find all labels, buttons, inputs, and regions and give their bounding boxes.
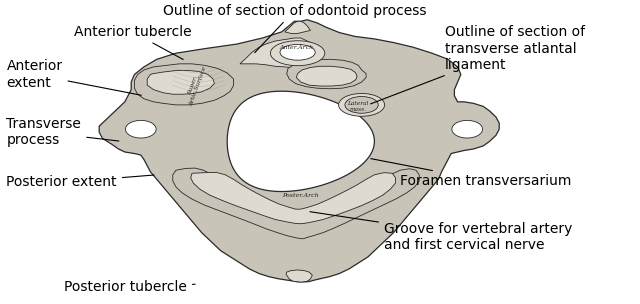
- Text: Foramen transversarium: Foramen transversarium: [371, 159, 572, 188]
- Text: Outline of section of
transverse atlantal
ligament: Outline of section of transverse atlanta…: [371, 26, 585, 104]
- Polygon shape: [191, 172, 396, 224]
- Text: Super.
Artic.Surface: Super. Artic.Surface: [183, 64, 207, 107]
- Text: Posterior tubercle: Posterior tubercle: [64, 280, 195, 294]
- Ellipse shape: [125, 120, 156, 138]
- Text: Anterior
extent: Anterior extent: [6, 59, 141, 95]
- Polygon shape: [296, 66, 357, 86]
- Ellipse shape: [452, 120, 483, 138]
- Text: Transverse
process: Transverse process: [6, 117, 119, 147]
- Polygon shape: [285, 21, 310, 33]
- Polygon shape: [99, 20, 499, 282]
- Ellipse shape: [280, 44, 316, 60]
- Text: Anterior tubercle: Anterior tubercle: [74, 25, 191, 60]
- Polygon shape: [286, 270, 312, 282]
- Text: Poster.Arch: Poster.Arch: [282, 193, 319, 198]
- Text: Anter.Arch: Anter.Arch: [279, 45, 314, 50]
- Text: Groove for vertebral artery
and first cervical nerve: Groove for vertebral artery and first ce…: [310, 212, 572, 252]
- Ellipse shape: [339, 94, 385, 116]
- Polygon shape: [287, 59, 366, 89]
- Polygon shape: [173, 168, 419, 239]
- Polygon shape: [227, 91, 374, 192]
- Ellipse shape: [345, 97, 378, 113]
- Text: Posterior extent: Posterior extent: [6, 175, 154, 189]
- Text: Lateral
mass.: Lateral mass.: [347, 101, 369, 112]
- Polygon shape: [134, 64, 234, 105]
- Text: Outline of section of odontoid process: Outline of section of odontoid process: [163, 4, 426, 53]
- Polygon shape: [147, 71, 214, 94]
- Polygon shape: [240, 38, 323, 67]
- Ellipse shape: [271, 41, 325, 66]
